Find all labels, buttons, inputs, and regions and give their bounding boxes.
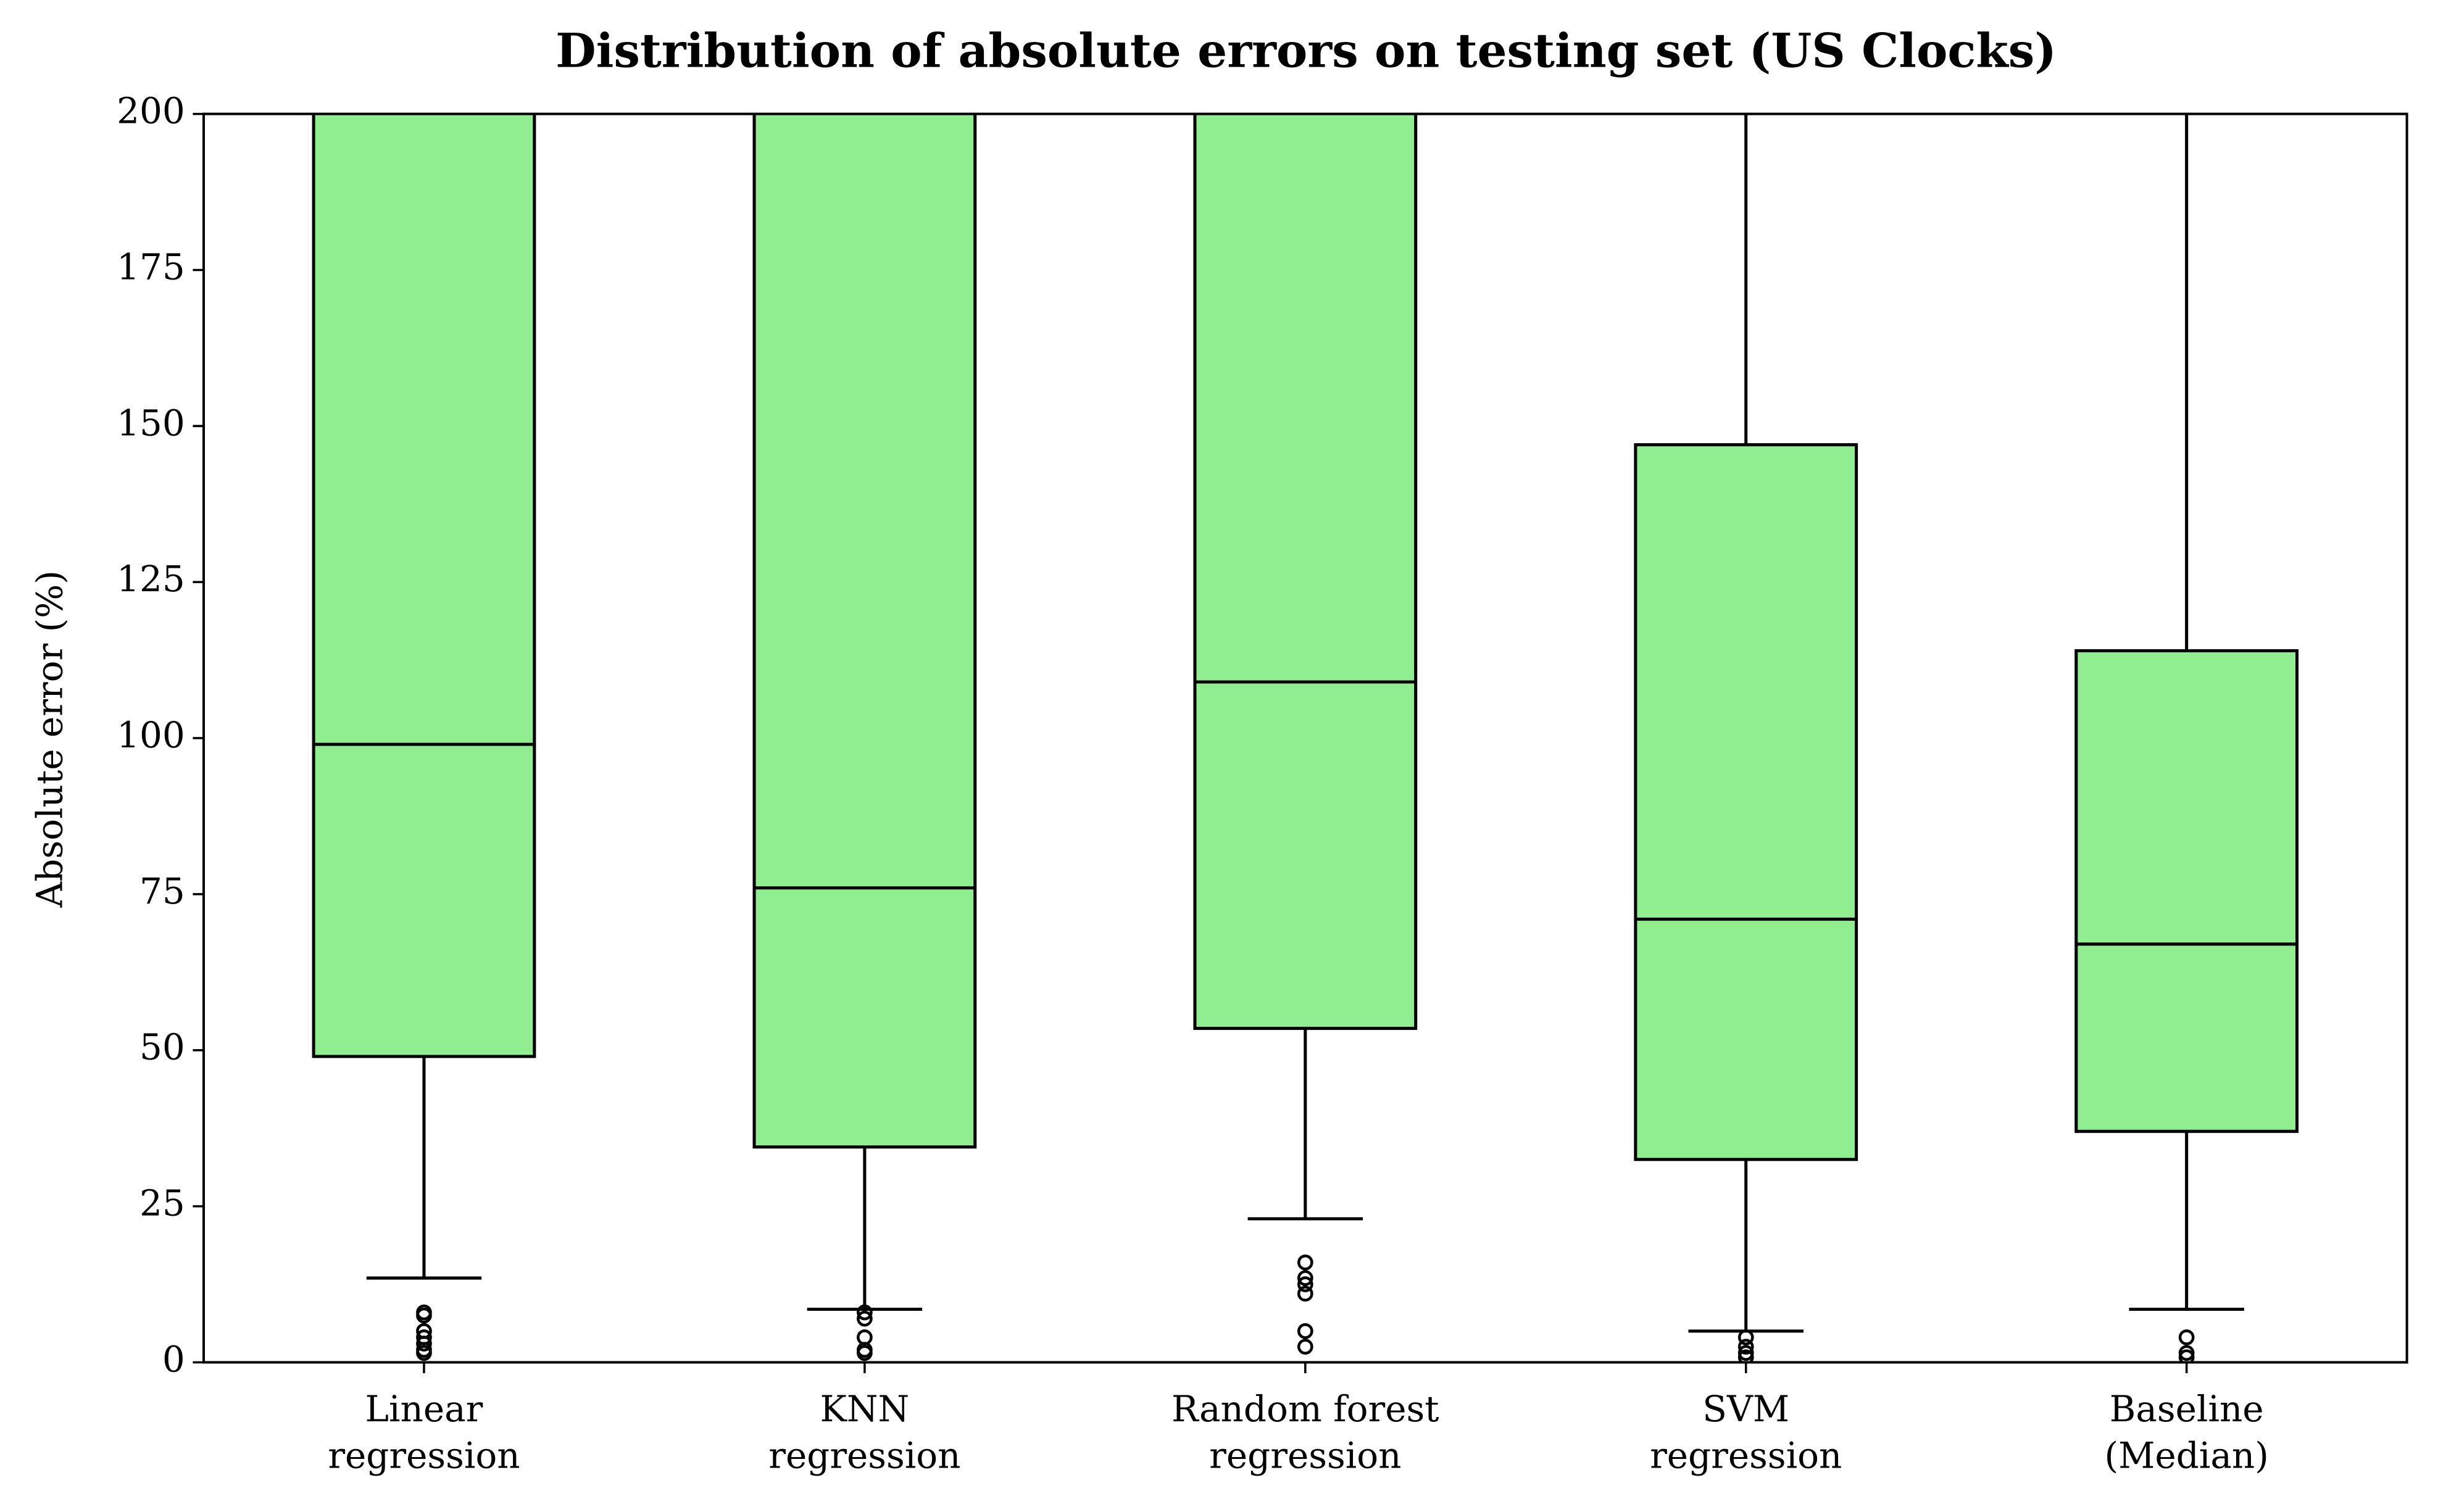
y-tick-label: 200 [117,90,185,132]
outlier [416,1335,432,1352]
box [312,114,536,1058]
outlier [1297,1270,1313,1286]
y-tick-label: 100 [117,714,185,756]
y-tick-label: 50 [139,1026,185,1068]
plot-area [312,114,2299,1363]
chart-title: Distribution of absolute errors on testi… [555,23,2057,78]
y-tick-label: 75 [139,870,185,912]
x-tick-label: Baseline [2110,1388,2264,1430]
box [1634,443,1858,1161]
outlier [416,1345,432,1361]
x-tick-label: regression [1650,1435,1842,1477]
x-tick-label: regression [1209,1435,1401,1477]
outlier [1297,1286,1313,1302]
outlier [857,1304,873,1321]
x-tick-label: Linear [365,1388,483,1430]
outlier [857,1345,873,1361]
outlier [1297,1339,1313,1355]
x-tick-label: KNN [820,1388,910,1430]
y-tick-label: 25 [139,1182,185,1224]
outlier [1297,1254,1313,1271]
y-tick-label: 150 [117,402,185,444]
outlier [1737,1349,1754,1363]
outlier [1297,1323,1313,1339]
x-tick-label: regression [328,1435,520,1477]
outlier [1737,1339,1754,1355]
box [1193,114,1418,1030]
outlier [857,1310,873,1327]
x-tick-label: Random forest [1171,1388,1439,1430]
outlier [416,1307,432,1324]
outlier [2178,1349,2195,1363]
outlier [1737,1329,1754,1345]
y-tick-label: 175 [117,246,185,288]
y-tick-label: 0 [162,1338,185,1380]
outlier [2178,1329,2195,1345]
box [2074,649,2299,1133]
outlier [1297,1276,1313,1292]
x-tick-label: (Median) [2105,1435,2269,1477]
y-tick-label: 125 [117,558,185,600]
y-axis-label: Absolute error (%) [29,570,71,908]
box [752,114,977,1149]
x-tick-label: SVM [1702,1388,1789,1430]
x-tick-label: regression [768,1435,960,1477]
